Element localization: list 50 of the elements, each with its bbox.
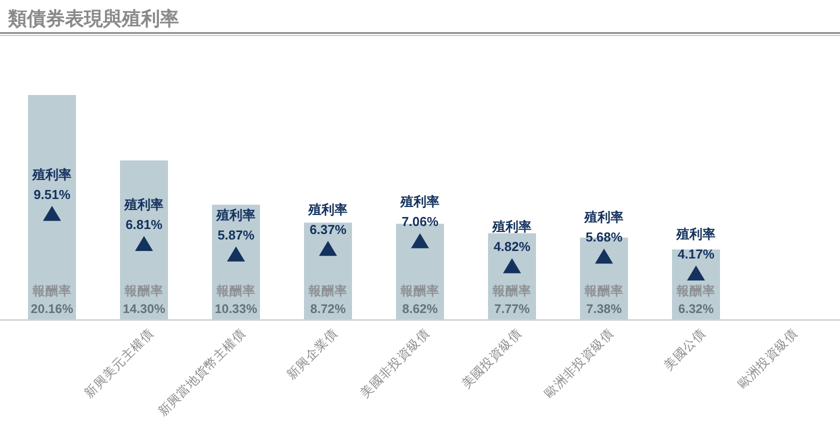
text: 殖利率 (308, 202, 348, 217)
text: 殖利率 (124, 196, 164, 212)
text: 報酬率 (124, 284, 164, 298)
point (227, 246, 245, 262)
data-label: 5.68% (586, 230, 623, 245)
point (595, 248, 613, 264)
series-label: 報酬率 (32, 283, 72, 298)
point (687, 265, 705, 280)
x-tick-label: 美國公債 (660, 326, 708, 373)
text: 報酬率 (216, 284, 256, 298)
text: 殖利率 (584, 210, 624, 225)
data-label: 5.87% (218, 227, 255, 242)
data-label: 6.32% (678, 302, 714, 316)
data-label: 8.72% (310, 302, 346, 316)
x-tick-label: 歐洲非投資級債 (542, 326, 616, 400)
point (411, 233, 429, 248)
data-label: 4.82% (494, 239, 531, 254)
text: 報酬率 (492, 284, 532, 298)
text: 報酬率 (400, 284, 440, 298)
chart-title: 類債券表現與殖利率 (7, 8, 179, 30)
point (43, 206, 61, 221)
data-label: 20.16% (30, 302, 74, 316)
data-label: 7.38% (586, 302, 622, 316)
x-tick-label: 美國投資級債 (458, 326, 524, 392)
data-label: 7.06% (402, 214, 439, 230)
data-label: 4.17% (678, 246, 715, 262)
x-tick-label: 歐洲投資級債 (735, 326, 800, 392)
data-label: 6.81% (126, 216, 163, 232)
point (319, 240, 337, 256)
text: 殖利率 (492, 219, 532, 234)
text: 殖利率 (32, 166, 72, 182)
data-label: 14.30% (122, 302, 166, 316)
data-label: 7.77% (494, 302, 530, 316)
data-label: 8.62% (402, 302, 438, 316)
data-label: 10.33% (214, 302, 258, 316)
x-tick-label: 新興美元主權債 (81, 326, 156, 400)
text: 殖利率 (216, 207, 256, 222)
text: 報酬率 (676, 284, 716, 298)
x-tick-label: 美國非投資級債 (357, 326, 432, 400)
text: 報酬率 (584, 284, 624, 298)
data-label: 9.51% (34, 186, 71, 202)
text: 報酬率 (308, 284, 348, 298)
x-tick-label: 新興當地貨幣主權債 (154, 326, 248, 419)
text: 殖利率 (676, 226, 716, 242)
point (135, 236, 153, 251)
bar (28, 95, 76, 320)
x-tick-label: 新興企業債 (284, 326, 340, 382)
data-label: 6.37% (310, 222, 347, 237)
point (503, 258, 521, 274)
text: 殖利率 (400, 194, 440, 210)
